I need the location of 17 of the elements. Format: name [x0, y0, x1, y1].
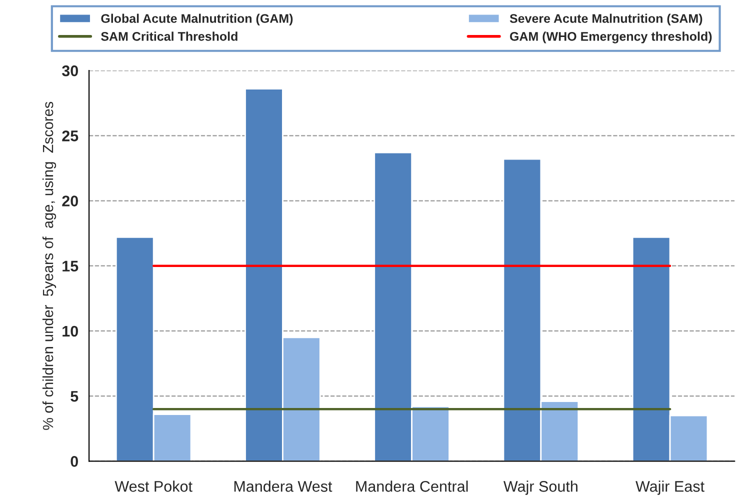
y-tick-label: 20: [62, 196, 78, 206]
y-axis-title: % of children under 5years of age, using Zscores: [42, 102, 56, 430]
y-tick-label: 10: [62, 326, 78, 337]
legend-label: GAM (WHO Emergency threshold): [510, 32, 712, 44]
y-tick-label: 15: [62, 260, 78, 272]
x-tick-label: Mandera Central: [356, 480, 468, 492]
y-tick-label: 30: [62, 65, 78, 76]
legend-label: Severe Acute Malnutrition (SAM): [510, 14, 702, 26]
y-tick-label: 0: [70, 456, 78, 467]
x-tick-label: Mandera West: [234, 480, 332, 492]
legend-label: SAM Critical Threshold: [101, 32, 238, 41]
x-tick-label: Wajr South: [503, 480, 578, 495]
x-tick-label: Wajir East: [636, 480, 704, 495]
x-tick-label: West Pokot: [114, 480, 192, 492]
y-tick-label: 25: [62, 130, 78, 142]
legend-label: Global Acute Malnutrition (GAM): [101, 14, 293, 26]
y-tick-label: 5: [70, 391, 78, 402]
